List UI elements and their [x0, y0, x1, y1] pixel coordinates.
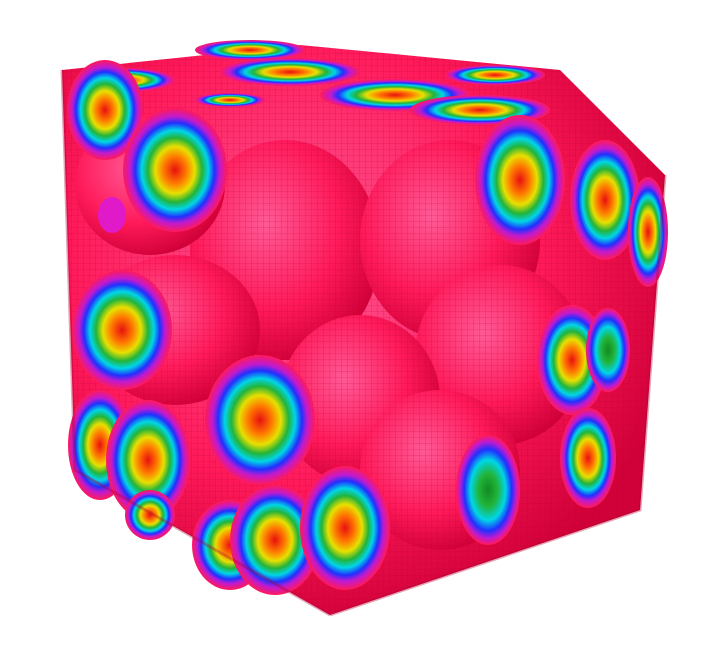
right-face-sections: [456, 115, 668, 545]
left-face-sections: [67, 60, 390, 595]
top-face-sections: [75, 40, 550, 125]
cube-edges: [60, 69, 667, 617]
